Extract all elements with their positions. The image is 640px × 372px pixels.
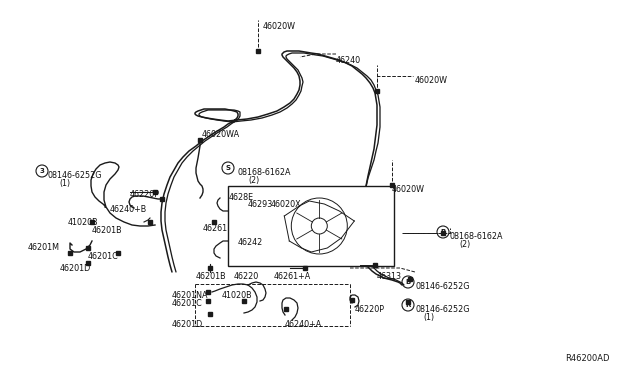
Bar — [303, 266, 307, 270]
Text: 46201C: 46201C — [172, 299, 203, 308]
Bar — [86, 246, 90, 250]
Bar — [408, 277, 412, 281]
Text: 46201D: 46201D — [60, 264, 92, 273]
Text: 08146-6252G: 08146-6252G — [415, 282, 470, 291]
Text: R: R — [440, 229, 445, 235]
Text: 46240+B: 46240+B — [110, 205, 147, 214]
Bar — [90, 220, 94, 224]
Text: 46313: 46313 — [377, 272, 402, 281]
Text: 46220: 46220 — [234, 272, 259, 281]
Text: (1): (1) — [423, 313, 434, 322]
Text: 46020W: 46020W — [263, 22, 296, 31]
Bar — [86, 261, 90, 265]
Text: 46201C: 46201C — [88, 252, 119, 261]
Bar — [153, 190, 157, 194]
Text: B: B — [405, 279, 411, 285]
Text: R: R — [405, 302, 411, 308]
Bar — [375, 89, 380, 93]
Bar — [228, 186, 394, 266]
Text: 46201B: 46201B — [92, 226, 123, 235]
Text: (2): (2) — [459, 240, 470, 249]
Text: 08146-6252G: 08146-6252G — [415, 305, 470, 314]
Bar — [208, 312, 212, 316]
Text: 46242: 46242 — [238, 238, 263, 247]
Bar — [212, 220, 216, 224]
Bar — [68, 251, 72, 255]
Text: S: S — [225, 165, 230, 171]
Bar — [206, 299, 210, 303]
Bar — [441, 231, 445, 235]
Bar — [256, 49, 260, 53]
Bar — [406, 300, 410, 304]
Text: 46201B: 46201B — [196, 272, 227, 281]
Text: 08168-6162A: 08168-6162A — [237, 168, 291, 177]
Text: 46220P: 46220P — [355, 305, 385, 314]
Text: 3: 3 — [40, 168, 44, 174]
Text: 41020B: 41020B — [68, 218, 99, 227]
Bar — [350, 298, 354, 302]
Bar — [160, 197, 164, 201]
Text: 46020X: 46020X — [271, 200, 301, 209]
Text: 08168-6162A: 08168-6162A — [449, 232, 502, 241]
Text: 46261: 46261 — [203, 224, 228, 233]
Text: 41020B: 41020B — [222, 291, 253, 300]
Bar — [390, 183, 394, 187]
Text: 46240: 46240 — [336, 56, 361, 65]
Text: 46020W: 46020W — [415, 76, 448, 85]
Text: 46020WA: 46020WA — [202, 130, 240, 139]
Bar — [206, 290, 210, 294]
Text: 46220P: 46220P — [130, 190, 160, 199]
Text: 46201D: 46201D — [172, 320, 204, 329]
Text: 4628E: 4628E — [229, 193, 254, 202]
Bar — [148, 220, 152, 224]
Bar — [198, 138, 202, 142]
Text: 46261+A: 46261+A — [274, 272, 311, 281]
Text: R46200AD: R46200AD — [565, 354, 609, 363]
Text: (2): (2) — [248, 176, 259, 185]
Text: 08146-6252G: 08146-6252G — [48, 171, 102, 180]
Text: 46020W: 46020W — [392, 185, 425, 194]
Bar — [284, 307, 288, 311]
Bar — [208, 266, 212, 270]
Text: 46201NA: 46201NA — [172, 291, 209, 300]
Text: 46201M: 46201M — [28, 243, 60, 252]
Bar — [116, 251, 120, 255]
Bar — [373, 263, 377, 267]
Text: (1): (1) — [59, 179, 70, 188]
Text: 46293: 46293 — [248, 200, 273, 209]
Bar — [242, 299, 246, 303]
Text: 46240+A: 46240+A — [285, 320, 323, 329]
